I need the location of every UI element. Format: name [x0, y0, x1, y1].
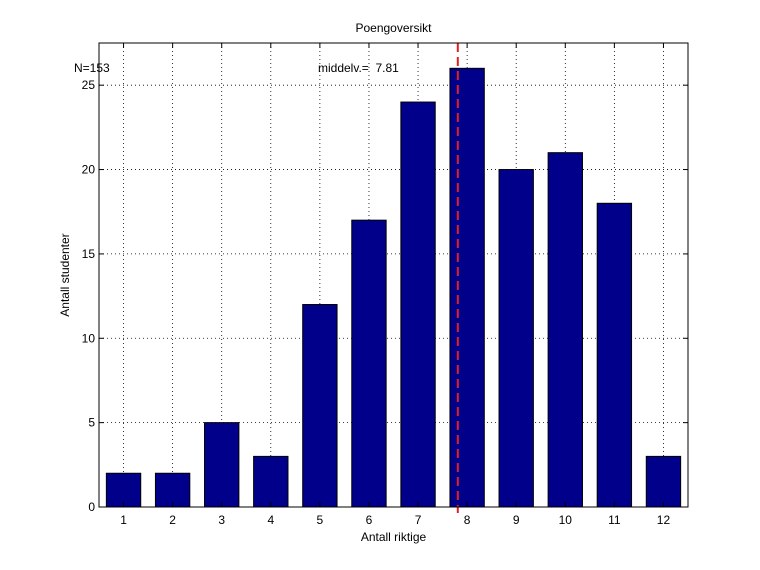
x-axis-label: Antall riktige [361, 530, 427, 544]
mean-annotation: middelv.= 7.81 [318, 61, 399, 75]
x-tick-label: 11 [608, 513, 621, 527]
bar [596, 202, 633, 508]
bar [498, 169, 534, 508]
x-tick-label: 5 [317, 513, 324, 527]
y-tick-label: 25 [82, 78, 96, 92]
x-tick-label: 2 [169, 513, 176, 527]
bar [204, 422, 240, 508]
bar [154, 472, 191, 508]
y-axis-label: Antall studenter [58, 233, 72, 316]
x-tick-label: 10 [559, 513, 573, 527]
y-tick-label: 20 [82, 163, 96, 177]
x-tick-label: 4 [267, 513, 274, 527]
x-tick-label: 9 [513, 513, 520, 527]
bar [302, 304, 338, 508]
y-tick-label: 5 [88, 416, 95, 430]
y-tick-label: 0 [88, 500, 95, 514]
y-tick-label: 15 [82, 247, 96, 261]
plot-frame [98, 42, 689, 508]
chart-title: Poengoversikt [355, 21, 432, 35]
bar [449, 67, 485, 508]
bar [645, 455, 682, 508]
y-tick-label: 10 [82, 331, 96, 345]
x-tick-label: 8 [464, 513, 471, 527]
bar [105, 472, 142, 508]
n-annotation: N=153 [74, 61, 110, 75]
x-tick-label: 12 [657, 513, 671, 527]
x-tick-label: 7 [415, 513, 422, 527]
x-tick-label: 1 [120, 513, 127, 527]
bar [400, 101, 436, 508]
bar [547, 152, 583, 508]
x-tick-label: 3 [218, 513, 225, 527]
x-tick-label: 6 [366, 513, 373, 527]
bars [105, 67, 682, 508]
bar [351, 219, 387, 508]
bar [253, 455, 289, 508]
